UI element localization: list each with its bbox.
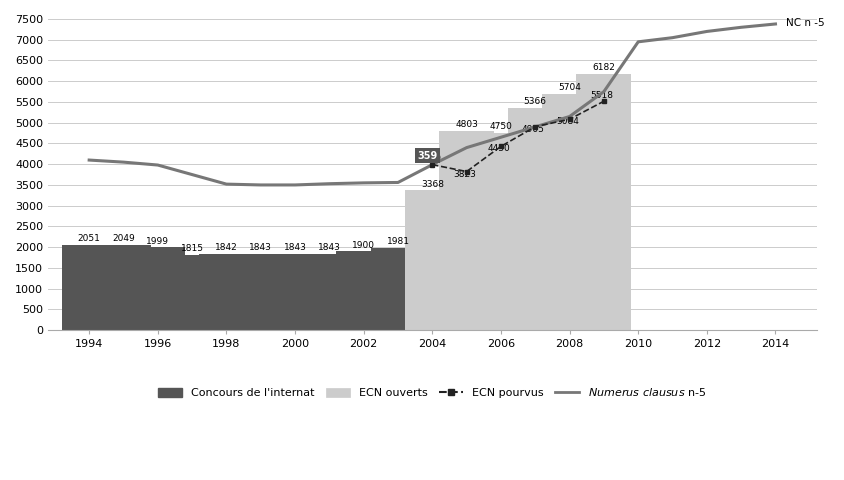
- Text: 4803: 4803: [455, 120, 478, 129]
- Text: 3823: 3823: [453, 169, 476, 179]
- Bar: [473, 133, 528, 330]
- Text: 6182: 6182: [592, 63, 615, 72]
- Text: 5366: 5366: [524, 97, 547, 106]
- Text: 3368: 3368: [421, 180, 444, 189]
- Text: 1843: 1843: [284, 243, 306, 252]
- Text: 5084: 5084: [556, 117, 579, 126]
- Bar: [508, 108, 563, 330]
- Text: 1843: 1843: [249, 243, 272, 252]
- Text: 4905: 4905: [522, 125, 544, 134]
- Text: 1981: 1981: [387, 237, 409, 246]
- Text: NC n -5: NC n -5: [786, 18, 825, 28]
- Text: 359: 359: [417, 151, 437, 160]
- Bar: [336, 252, 391, 330]
- Legend: Concours de l'internat, ECN ouverts, ECN pourvus, $\it{Numerus\ clausus}$ n-5: Concours de l'internat, ECN ouverts, ECN…: [154, 382, 711, 402]
- Text: 4750: 4750: [490, 122, 512, 132]
- Bar: [371, 248, 425, 330]
- Bar: [268, 254, 322, 330]
- Bar: [542, 94, 597, 330]
- Text: 5518: 5518: [590, 91, 614, 100]
- Bar: [233, 254, 288, 330]
- Bar: [96, 245, 151, 330]
- Bar: [439, 131, 494, 330]
- Text: 3989: 3989: [419, 155, 441, 163]
- Text: 2051: 2051: [78, 234, 100, 243]
- Bar: [62, 245, 116, 330]
- Text: 1900: 1900: [352, 240, 376, 250]
- Text: 1842: 1842: [215, 243, 238, 252]
- Bar: [199, 254, 254, 330]
- Bar: [130, 247, 185, 330]
- Bar: [576, 74, 631, 330]
- Text: 1999: 1999: [146, 237, 170, 246]
- Bar: [165, 255, 219, 330]
- Text: 5704: 5704: [558, 83, 581, 92]
- Text: 1815: 1815: [181, 244, 203, 253]
- Text: 1843: 1843: [318, 243, 341, 252]
- Text: 4430: 4430: [487, 144, 510, 154]
- Bar: [302, 254, 357, 330]
- Bar: [405, 191, 460, 330]
- Text: 2049: 2049: [112, 235, 135, 243]
